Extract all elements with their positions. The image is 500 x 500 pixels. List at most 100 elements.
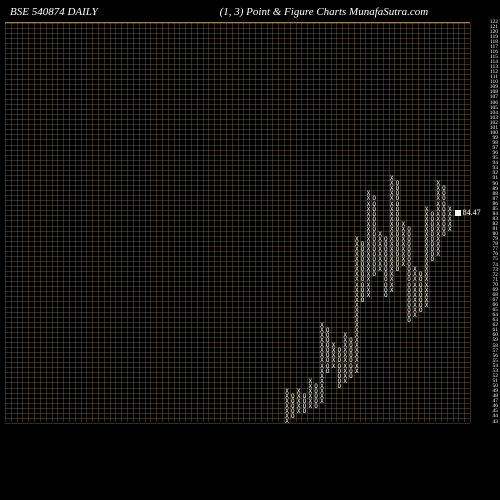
y-tick-label: 90 [493,182,499,188]
y-tick-label: 49 [493,389,499,395]
y-tick-label: 113 [490,65,498,71]
pnf-x-cell: X [354,338,360,344]
y-tick-label: 104 [490,111,498,117]
y-tick-label: 45 [493,409,499,415]
y-tick-label: 77 [493,247,499,253]
pnf-o-cell: O [429,257,435,263]
y-tick-label: 119 [490,35,498,41]
y-tick-label: 59 [493,338,499,344]
y-tick-label: 108 [490,90,498,96]
y-tick-label: 122 [490,20,498,26]
y-tick-label: 101 [490,126,498,132]
y-tick-label: 73 [493,268,499,274]
pnf-o-cell: O [441,196,447,202]
y-tick-label: 55 [493,359,499,365]
y-tick-label: 103 [490,116,498,122]
y-tick-label: 88 [493,192,499,198]
y-tick-label: 98 [493,141,499,147]
y-tick-label: 85 [493,207,499,213]
y-tick-label: 110 [490,80,498,86]
y-tick-label: 120 [490,30,498,36]
pnf-o-cell: O [371,202,377,208]
pnf-o-cell: O [394,202,400,208]
y-tick-label: 96 [493,151,499,157]
y-tick-label: 51 [493,379,499,385]
pnf-o-cell: O [371,272,377,278]
pnf-x-cell: X [354,358,360,364]
point-figure-data: XXXXXXXOOOOOXXXXXOOOOXXXXXXOOOOOXXXXXXXX… [5,22,470,422]
y-tick-label: 81 [493,227,499,233]
pnf-o-cell: O [441,186,447,192]
y-tick-label: 69 [493,288,499,294]
y-tick-label: 109 [490,85,498,91]
y-tick-label: 78 [493,242,499,248]
y-tick-label: 71 [493,278,499,284]
ticker-label: BSE 540874 DAILY [10,6,98,18]
y-tick-label: 100 [490,131,498,137]
y-tick-label: 74 [493,263,499,269]
y-tick-label: 116 [490,50,498,56]
y-tick-label: 48 [493,394,499,400]
pnf-x-cell: X [365,277,371,283]
price-marker: 84.47 [455,208,481,217]
y-tick-label: 70 [493,283,499,289]
y-tick-label: 61 [493,328,499,334]
pnf-o-cell: O [394,196,400,202]
y-tick-label: 94 [493,161,499,167]
y-tick-label: 76 [493,252,499,258]
pnf-x-cell: X [424,283,430,289]
y-tick-label: 86 [493,202,499,208]
y-tick-label: 111 [490,75,498,81]
pnf-x-cell: X [424,277,430,283]
y-tick-label: 50 [493,384,499,390]
pnf-x-cell: X [424,272,430,278]
pnf-x-cell: X [389,272,395,278]
pnf-o-cell: O [406,257,412,263]
y-tick-label: 97 [493,146,499,152]
y-tick-label: 52 [493,374,499,380]
y-tick-label: 56 [493,354,499,360]
y-tick-label: 72 [493,273,499,279]
y-tick-label: 80 [493,232,499,238]
y-tick-label: 44 [493,414,499,420]
pnf-x-cell: X [354,343,360,349]
y-tick-label: 95 [493,156,499,162]
pnf-o-cell: O [394,191,400,197]
y-tick-label: 43 [493,420,499,426]
y-tick-label: 82 [493,222,499,228]
y-tick-label: 121 [490,25,498,31]
chart-title: (1, 3) Point & Figure Charts MunafaSutra… [98,6,490,18]
y-tick-label: 112 [490,70,498,76]
y-tick-label: 118 [490,40,498,46]
y-tick-label: 115 [490,55,498,61]
pnf-o-cell: O [394,267,400,273]
pnf-x-cell: X [389,277,395,283]
chart-header: BSE 540874 DAILY (1, 3) Point & Figure C… [10,6,490,18]
pnf-o-cell: O [325,328,331,334]
y-tick-label: 114 [490,60,498,66]
y-tick-label: 60 [493,333,499,339]
y-tick-label: 57 [493,349,499,355]
y-tick-label: 106 [490,101,498,107]
y-tick-label: 92 [493,171,499,177]
y-tick-label: 99 [493,136,499,142]
y-tick-label: 84 [493,212,499,218]
pnf-o-cell: O [371,196,377,202]
y-tick-label: 65 [493,308,499,314]
pnf-x-cell: X [447,207,453,213]
y-tick-label: 58 [493,344,499,350]
y-tick-label: 64 [493,313,499,319]
y-tick-label: 83 [493,217,499,223]
pnf-o-cell: O [406,227,412,233]
y-tick-label: 53 [493,369,499,375]
y-tick-label: 63 [493,318,499,324]
y-tick-label: 87 [493,197,499,203]
y-tick-label: 67 [493,298,499,304]
y-tick-label: 117 [490,45,498,51]
y-tick-label: 75 [493,257,499,263]
pnf-o-cell: O [394,181,400,187]
y-tick-label: 91 [493,176,499,182]
y-tick-label: 62 [493,323,499,329]
pnf-x-cell: X [424,267,430,273]
marker-box-icon [455,210,461,216]
